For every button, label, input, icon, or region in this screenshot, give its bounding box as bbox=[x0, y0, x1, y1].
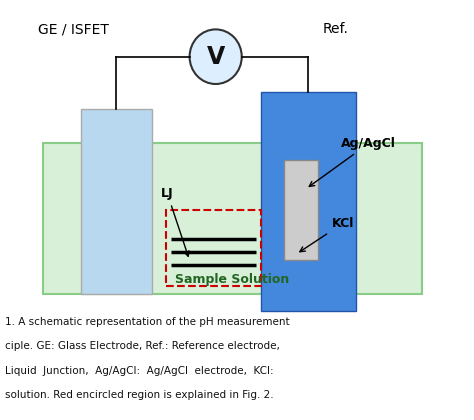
Text: GE / ISFET: GE / ISFET bbox=[38, 22, 109, 37]
Text: Sample Solution: Sample Solution bbox=[175, 273, 290, 286]
Text: Liquid  Junction,  Ag/AgCl:  Ag/AgCl  electrode,  KCl:: Liquid Junction, Ag/AgCl: Ag/AgCl electr… bbox=[5, 366, 273, 376]
Bar bbox=[261, 92, 356, 311]
Bar bbox=[81, 109, 152, 294]
Text: LJ: LJ bbox=[161, 187, 189, 256]
Bar bbox=[166, 210, 261, 286]
Text: V: V bbox=[207, 45, 225, 69]
Text: ciple. GE: Glass Electrode, Ref.: Reference electrode,: ciple. GE: Glass Electrode, Ref.: Refere… bbox=[5, 341, 280, 352]
Text: solution. Red encircled region is explained in Fig. 2.: solution. Red encircled region is explai… bbox=[5, 390, 273, 400]
Text: KCl: KCl bbox=[300, 217, 354, 252]
Ellipse shape bbox=[190, 29, 242, 84]
Bar bbox=[43, 143, 422, 294]
Text: Ref.: Ref. bbox=[322, 22, 348, 37]
Text: 1. A schematic representation of the pH measurement: 1. A schematic representation of the pH … bbox=[5, 317, 289, 327]
Bar bbox=[284, 160, 318, 260]
Text: Ag/AgCl: Ag/AgCl bbox=[309, 137, 396, 186]
